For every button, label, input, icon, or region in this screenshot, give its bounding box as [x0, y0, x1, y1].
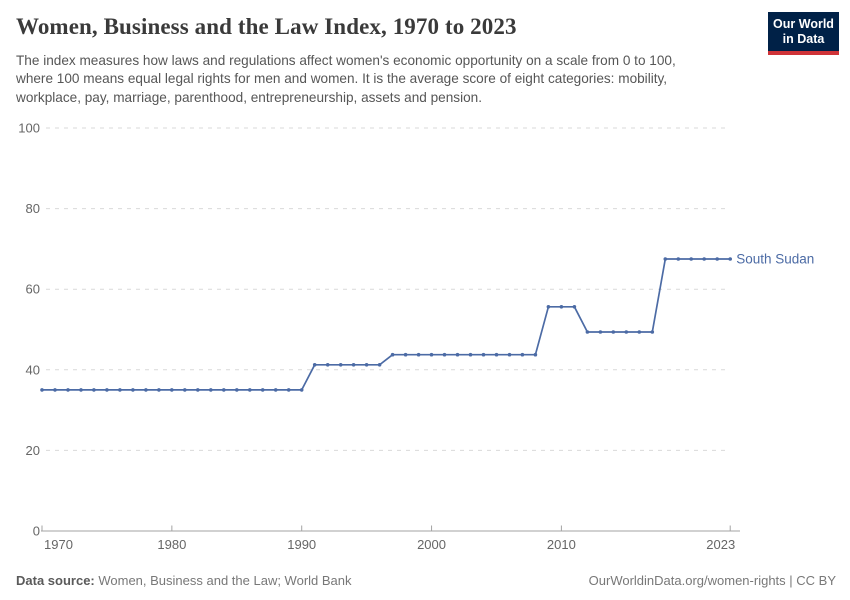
data-point — [325, 363, 330, 367]
subtitle-line: workplace, pay, marriage, parenthood, en… — [16, 89, 482, 105]
data-point — [676, 257, 681, 261]
data-point — [248, 388, 252, 392]
data-point — [170, 388, 174, 392]
data-point — [559, 305, 564, 309]
data-point — [312, 363, 317, 367]
data-point — [105, 388, 109, 392]
x-axis-label: 1990 — [287, 537, 316, 552]
data-point — [377, 363, 382, 367]
series-line — [41, 258, 732, 391]
data-point — [533, 352, 538, 357]
data-point — [494, 352, 499, 357]
x-axis-label: 2000 — [417, 537, 446, 552]
data-point — [118, 388, 122, 392]
data-point — [131, 388, 135, 392]
data-point — [40, 388, 44, 392]
data-point — [728, 257, 732, 261]
data-point — [468, 352, 473, 357]
logo-line-2: in Data — [782, 32, 825, 46]
data-point — [273, 388, 278, 392]
data-point — [546, 305, 551, 309]
data-point — [611, 330, 616, 334]
y-axis-label: 100 — [18, 121, 40, 136]
data-source-label: Data source: — [16, 573, 95, 588]
x-axis-label: 1980 — [157, 537, 186, 552]
data-point — [157, 388, 161, 392]
data-point — [663, 257, 668, 261]
data-point — [572, 305, 577, 309]
data-point — [624, 330, 629, 334]
chart-footer: Data source: Women, Business and the Law… — [16, 572, 836, 589]
owid-url-link[interactable]: OurWorldinData.org/women-rights — [588, 573, 786, 588]
data-point — [260, 388, 265, 392]
x-axis-label: 2023 — [706, 537, 735, 552]
data-point — [53, 388, 57, 392]
data-point — [403, 352, 408, 357]
data-point — [637, 330, 642, 334]
data-point — [507, 352, 512, 357]
data-point — [209, 388, 213, 392]
data-point — [79, 388, 83, 392]
data-point — [338, 363, 343, 367]
data-point — [299, 388, 304, 392]
data-point — [364, 363, 369, 367]
data-point — [429, 352, 434, 357]
owid-logo[interactable]: Our World in Data — [768, 12, 839, 55]
y-axis-label: 60 — [26, 282, 40, 297]
data-point — [416, 352, 421, 357]
license-text: | CC BY — [785, 573, 836, 588]
data-point — [689, 257, 693, 261]
data-point — [481, 352, 486, 357]
data-source-value: Women, Business and the Law; World Bank — [94, 573, 352, 588]
data-point — [351, 363, 356, 367]
data-point — [235, 388, 239, 392]
data-point — [66, 388, 70, 392]
data-point — [222, 388, 226, 392]
subtitle-line: where 100 means equal legal rights for m… — [16, 71, 668, 87]
data-point — [598, 330, 603, 334]
data-point — [286, 388, 291, 392]
data-point — [144, 388, 148, 392]
y-axis-label: 80 — [26, 201, 40, 216]
data-source: Data source: Women, Business and the Law… — [16, 572, 352, 589]
subtitle-line: The index measures how laws and regulati… — [16, 53, 676, 68]
x-axis-label: 2010 — [547, 537, 576, 552]
data-point — [520, 352, 525, 357]
x-axis-label: 1970 — [44, 537, 73, 552]
y-axis-label: 40 — [26, 362, 40, 377]
data-point — [650, 330, 655, 334]
data-point — [196, 388, 200, 392]
page-title: Women, Business and the Law Index, 1970 … — [16, 14, 517, 39]
data-point — [715, 257, 719, 261]
data-point — [702, 257, 706, 261]
chart-subtitle: The index measures how laws and regulati… — [16, 52, 761, 107]
data-point — [92, 388, 96, 392]
data-point — [442, 352, 447, 357]
logo-line-1: Our World — [773, 17, 834, 31]
data-point — [455, 352, 460, 357]
data-point — [390, 352, 395, 357]
entity-label: South Sudan — [736, 251, 814, 266]
chart-header: Women, Business and the Law Index, 1970 … — [16, 13, 761, 107]
y-axis-label: 20 — [26, 443, 40, 458]
y-axis-label: 0 — [33, 524, 40, 539]
data-point — [585, 330, 590, 334]
footer-right: OurWorldinData.org/women-rights | CC BY — [589, 572, 836, 589]
data-point — [183, 388, 187, 392]
